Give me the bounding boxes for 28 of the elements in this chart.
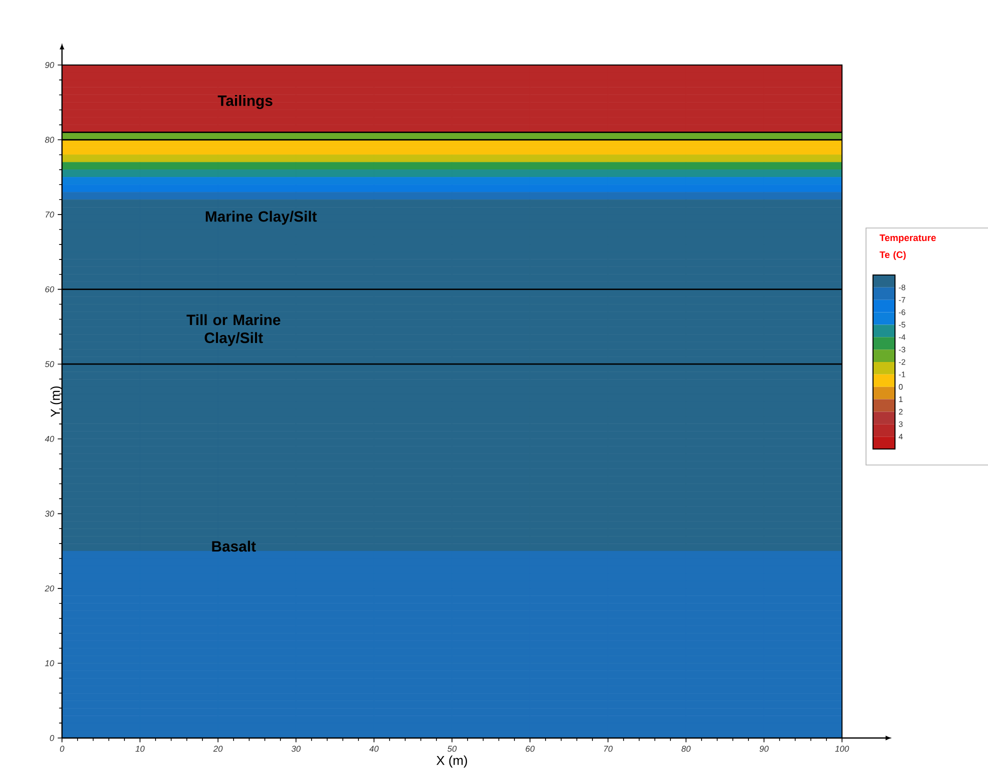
y-tick-label: 80 xyxy=(45,136,54,143)
x-tick-label: 50 xyxy=(447,746,457,752)
x-tick-label: 80 xyxy=(682,746,691,752)
x-tick-label: 20 xyxy=(213,746,223,752)
y-tick-label: 20 xyxy=(44,585,54,592)
y-tick-label: 50 xyxy=(45,361,54,368)
x-tick-label: 90 xyxy=(760,746,769,752)
x-tick-label: 30 xyxy=(291,746,301,752)
x-tick-label: 70 xyxy=(604,746,613,752)
annotation: Marine Clay/Silt xyxy=(206,210,317,225)
x-tick-label: 10 xyxy=(136,746,145,752)
y-tick-label: 30 xyxy=(45,510,54,517)
y-tick-label: 40 xyxy=(44,436,54,442)
x-tick-label: 40 xyxy=(369,746,379,752)
annotation: Till or Marine Clay/Silt xyxy=(186,314,280,346)
x-tick-label: 60 xyxy=(526,746,535,752)
x-tick-label: 100 xyxy=(835,746,849,752)
color-bar-title: Temperature Te (C) xyxy=(880,234,936,260)
y-tick-label: 0 xyxy=(50,735,54,741)
y-tick-label: 10 xyxy=(45,660,54,666)
x-axis-title: X (m) xyxy=(436,756,468,768)
annotation: Basalt xyxy=(212,540,256,552)
y-tick-label: 60 xyxy=(45,286,54,292)
x-tick-label: 0 xyxy=(60,746,64,752)
y-axis-title: Y (m) xyxy=(50,386,62,418)
y-tick-label: 90 xyxy=(45,62,54,68)
y-tick-label: 70 xyxy=(46,212,54,218)
annotation: Tailings xyxy=(218,95,272,110)
